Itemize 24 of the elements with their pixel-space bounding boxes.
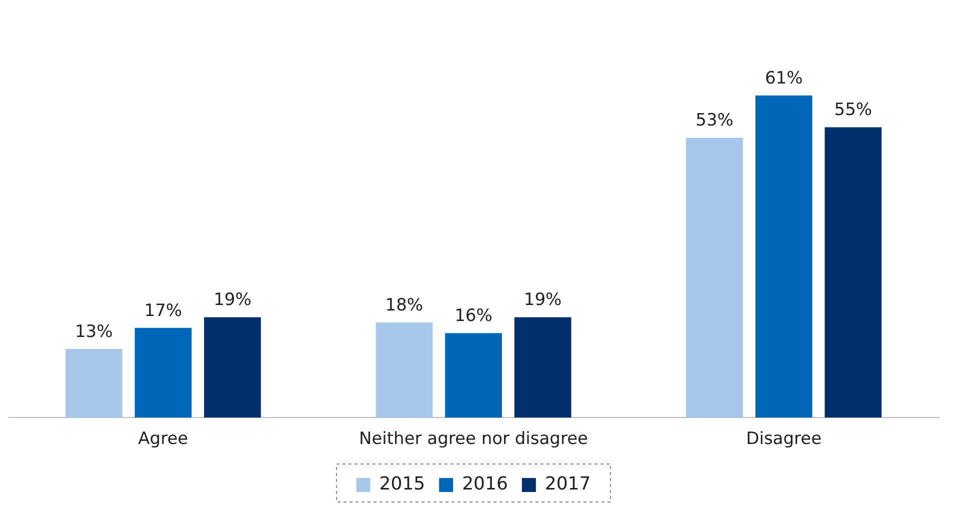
bar	[686, 138, 743, 418]
bar	[204, 317, 261, 418]
bar	[514, 317, 572, 418]
data-label: 19%	[524, 290, 562, 310]
data-label: 13%	[74, 322, 113, 342]
bar	[824, 127, 882, 418]
legend-label: 2017	[544, 474, 591, 495]
data-label: 17%	[144, 300, 182, 321]
bar	[134, 328, 192, 418]
x-tick-label: Agree	[138, 429, 188, 450]
bar	[376, 322, 433, 418]
data-label: 53%	[696, 110, 734, 131]
x-tick-label: Disagree	[746, 429, 822, 450]
x-tick-label: Neither agree nor disagree	[358, 429, 588, 450]
data-label: 16%	[454, 306, 492, 326]
bar	[65, 348, 122, 418]
data-label: 18%	[385, 295, 424, 316]
bar	[755, 96, 812, 418]
legend-label: 2015	[379, 474, 426, 495]
bar	[445, 333, 502, 418]
data-label: 55%	[834, 100, 872, 120]
legend-label: 2016	[462, 474, 508, 495]
data-label: 61%	[764, 68, 803, 88]
data-label: 19%	[214, 290, 252, 310]
